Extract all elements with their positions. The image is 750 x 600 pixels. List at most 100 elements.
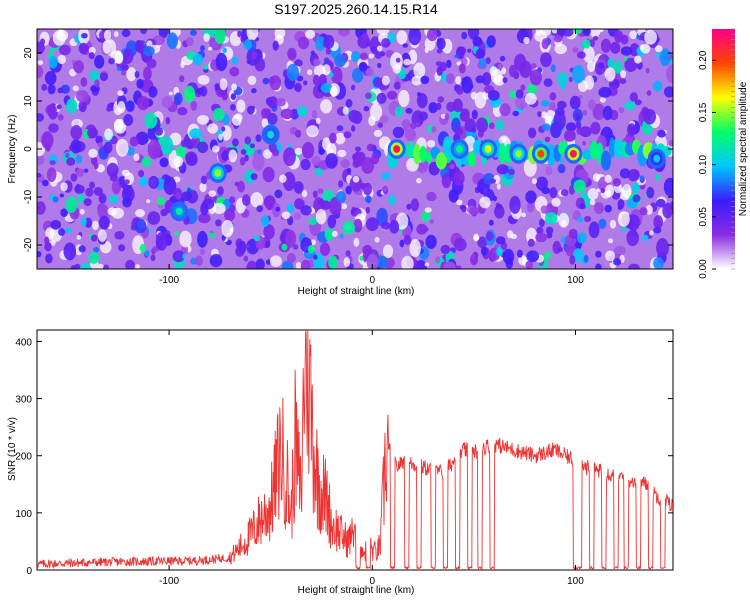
heatmap-cell (558, 247, 563, 252)
heatmap-cell (83, 168, 89, 173)
heatmap-cell (147, 139, 161, 160)
heatmap-cell (604, 174, 612, 183)
heatmap-cell (589, 199, 596, 206)
heatmap-cell (122, 197, 132, 208)
heatmap-cell (135, 209, 146, 218)
heatmap-cell (85, 187, 94, 197)
heatmap-cell (472, 36, 483, 47)
heatmap-cell (597, 62, 605, 69)
heatmap-cell (376, 29, 390, 35)
heatmap-cell (78, 42, 89, 55)
heatmap-cell (530, 63, 537, 69)
heatmap-hotspot (175, 207, 183, 216)
heatmap-cell (114, 231, 125, 240)
heatmap-cell (582, 29, 591, 37)
heatmap-cell (340, 203, 348, 210)
heatmap-cell (557, 29, 566, 36)
heatmap-band-cell (419, 145, 427, 163)
heatmap-cell (274, 189, 283, 199)
heatmap-cell (318, 198, 325, 206)
heatmap-cell (263, 149, 272, 159)
heatmap-cell (64, 227, 72, 234)
heatmap-cell (619, 168, 631, 179)
heatmap-cell (228, 149, 238, 163)
heatmap-cell (643, 108, 656, 125)
heatmap-cell (246, 260, 258, 269)
heatmap-cell (494, 204, 505, 219)
heatmap-cell (221, 150, 230, 162)
heatmap-cell (353, 237, 360, 247)
heatmap-cell (253, 235, 261, 242)
heatmap-cell (94, 79, 100, 88)
heatmap-cell (343, 131, 352, 139)
heatmap-cell (471, 109, 478, 120)
heatmap-hotspot (569, 149, 577, 158)
heatmap-cell (45, 253, 53, 264)
heatmap-cell (353, 218, 363, 233)
heatmap-cell (212, 107, 225, 122)
heatmap-cell (590, 121, 601, 135)
heatmap-cell (535, 176, 549, 191)
heatmap-cell (269, 75, 282, 91)
heatmap-cell (557, 100, 567, 110)
heatmap-cell (144, 112, 158, 129)
heatmap-cell (410, 198, 419, 212)
heatmap-cell (92, 220, 99, 231)
heatmap-cell (185, 151, 198, 164)
heatmap-cell (141, 156, 152, 167)
colorbar-ticks: 0.00 0.05 0.10 0.15 0.20 (698, 28, 735, 279)
heatmap-cell (411, 75, 423, 86)
heatmap-cell (116, 138, 129, 157)
heatmap-cell (325, 153, 338, 169)
heatmap-cell (123, 114, 134, 126)
heatmap-cell (184, 85, 195, 103)
heatmap-cell (375, 52, 382, 59)
heatmap-cell (319, 242, 331, 256)
heatmap-cell (514, 53, 527, 72)
heatmap-cell (520, 84, 526, 91)
heatmap-cell (426, 191, 437, 202)
heatmap-cell (436, 102, 442, 111)
heatmap-cell (577, 51, 586, 59)
heatmap-cell (296, 75, 304, 82)
heatmap-cell (560, 82, 566, 90)
heatmap-cell (424, 207, 432, 213)
heatmap-cell (330, 86, 338, 97)
heatmap-cell (607, 58, 615, 69)
heatmap-cell (342, 106, 349, 115)
heatmap-cell (531, 178, 538, 185)
heatmap-y-ticks: -20 -10 0 10 20 (23, 47, 673, 252)
heatmap-cell (138, 170, 145, 178)
heatmap-cell (229, 204, 236, 213)
heatmap-cell (175, 145, 187, 159)
heatmap-hotspot (537, 149, 545, 158)
heatmap-cell (148, 86, 158, 98)
heatmap-cell (103, 29, 112, 41)
heatmap-cell (199, 86, 208, 97)
heatmap-cell (136, 96, 150, 111)
heatmap-cell (267, 113, 278, 125)
heatmap-cell (524, 92, 537, 105)
heatmap-cell (317, 188, 324, 194)
heatmap-cell (485, 57, 491, 65)
heatmap-cell (209, 254, 223, 268)
heatmap-cell (286, 252, 296, 263)
heatmap-cell (573, 179, 586, 194)
heatmap-cell (446, 73, 455, 84)
heatmap-cell (541, 111, 547, 119)
heatmap-cell (126, 67, 137, 82)
heatmap-cell (84, 217, 92, 228)
heatmap-cell (60, 182, 68, 192)
heatmap-cell (549, 92, 557, 101)
heatmap-cell (97, 263, 105, 269)
heatmap-cell (405, 107, 413, 114)
heatmap-cell (646, 90, 652, 96)
heatmap-cell (486, 35, 496, 48)
heatmap-cell (207, 46, 213, 51)
heatmap-cell (487, 90, 500, 101)
heatmap-cell (627, 123, 637, 136)
heatmap-cell (136, 78, 144, 89)
heatmap-cell (70, 124, 83, 140)
heatmap-cell (218, 133, 223, 141)
heatmap-cell (338, 180, 344, 188)
